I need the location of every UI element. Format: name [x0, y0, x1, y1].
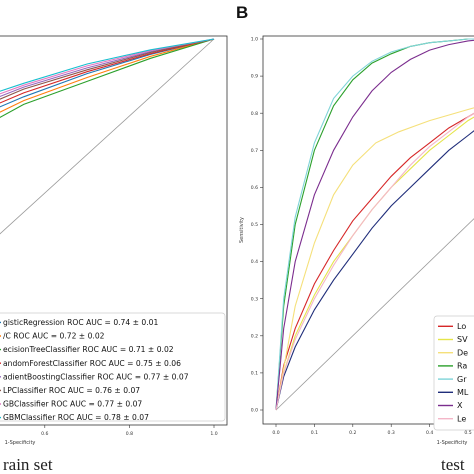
panel-a-series-line-1: [0, 38, 215, 113]
panel-a-x-tick-label: 0.8: [126, 431, 133, 437]
panel-b-y-tick-label: 0.9: [251, 74, 258, 80]
panel-b-y-ticks: 0.0 0.1 0.2 0.3 0.4 0.5 0.6 0.7 0.8 0.9 1.0: [251, 37, 263, 414]
panel-b-y-tick-label: 0.1: [251, 371, 258, 377]
panel-a-legend-label: GBClassifier ROC AUC = 0.77 ± 0.07: [3, 400, 142, 409]
panel-a-series-line-0: [0, 38, 215, 108]
panel-b-series-line-6: [275, 39, 474, 411]
panel-b-series-line-2: [275, 107, 474, 411]
panel-b-y-tick-label: 0.5: [251, 222, 258, 228]
panel-b-legend: Lo SV De Ra Gr ML X Le: [433, 315, 474, 431]
panel-b-y-axis-label: Sensitivity: [239, 217, 245, 243]
panel-a-series-line-7: [0, 38, 215, 92]
panel-a-x-tick-label: 0.6: [41, 431, 48, 437]
panel-a-series-line-2: [0, 38, 215, 118]
panel-b-x-tick-label: 0.4: [426, 430, 433, 436]
panel-b-reference-diagonal: [275, 218, 474, 411]
panel-b-legend-label: SV: [457, 335, 468, 344]
panel-b-plot-frame: [262, 35, 474, 425]
panel-b-legend-label: ML: [457, 388, 469, 397]
panel-b-y-tick-label: 1.0: [251, 37, 258, 43]
panel-a-legend-label: GBMClassifier ROC AUC = 0.78 ± 0.07: [3, 413, 149, 422]
panel-b: B 0.00.10.20.30.40.50.6 0.00.10.20.30.40…: [236, 3, 474, 474]
panel-a-series-line-3: [0, 38, 215, 104]
panel-a-legend-label: /C ROC AUC = 0.72 ± 0.02: [3, 332, 105, 341]
panel-b-x-tick-label: 0.0: [272, 430, 279, 436]
panel-a-legend-box: [0, 312, 226, 422]
panel-a-legend-label: andomForestClassifier ROC AUC = 0.75 ± 0…: [3, 359, 181, 368]
panel-a-caption: rain set: [3, 455, 53, 474]
panel-b-caption: test: [441, 455, 465, 474]
panel-a-reference-diagonal: [0, 38, 215, 235]
panel-a-legend-label: gisticRegression ROC AUC = 0.74 ± 0.01: [3, 318, 158, 327]
panel-b-series-line-5: [275, 130, 474, 411]
panel-b-x-tick-label: 0.5: [464, 430, 471, 436]
panel-b-y-tick-label: 0.7: [251, 148, 258, 154]
panel-b-x-tick-label: 0.1: [311, 430, 318, 436]
panel-a-plot-frame: [0, 35, 228, 426]
panel-b-series: [275, 38, 474, 411]
panel-a-series-line-5: [0, 38, 215, 100]
panel-a-legend: gisticRegression ROC AUC = 0.74 ± 0.01/C…: [0, 312, 226, 422]
panel-a-legend-label: LPClassifier ROC AUC = 0.76 ± 0.07: [3, 386, 140, 395]
panel-b-x-tick-label: 0.3: [388, 430, 395, 436]
panel-a: 0.6 0.8 1.0 1-Specificity gisticRegression…: [0, 35, 228, 474]
panel-b-letter: B: [236, 3, 248, 22]
panel-b-y-tick-label: 0.0: [251, 408, 258, 414]
panel-b-legend-label: De: [457, 348, 468, 357]
panel-b-x-tick-label: 0.2: [349, 430, 356, 436]
panel-a-series: [0, 38, 215, 235]
panel-a-x-tick-label: 1.0: [210, 431, 217, 437]
panel-b-y-tick-label: 0.3: [251, 296, 258, 302]
panel-b-legend-label: X: [457, 401, 463, 410]
panel-b-series-line-4: [275, 38, 474, 411]
panel-a-x-ticks: 0.6 0.8 1.0: [41, 425, 218, 437]
panel-b-y-tick-label: 0.4: [251, 259, 258, 265]
panel-a-x-axis-label: 1-Specificity: [5, 440, 36, 446]
panel-b-legend-label: Gr: [457, 375, 467, 384]
panel-b-series-line-3: [275, 38, 474, 411]
panel-b-legend-label: Le: [457, 414, 466, 423]
panel-b-series-line-7: [275, 112, 474, 411]
panel-b-legend-box: [433, 315, 474, 431]
panel-b-series-line-0: [275, 112, 474, 411]
panel-b-y-tick-label: 0.6: [251, 185, 258, 191]
panel-b-legend-label: Lo: [457, 322, 466, 331]
panel-b-x-ticks: 0.00.10.20.30.40.50.6: [272, 424, 472, 436]
panel-b-legend-label: Ra: [457, 362, 467, 371]
panel-b-y-tick-label: 0.2: [251, 333, 258, 339]
panel-a-legend-label: adientBoostingClassifier ROC AUC = 0.77 …: [3, 372, 189, 381]
panel-b-y-tick-label: 0.8: [251, 111, 258, 117]
panel-a-legend-label: ecisionTreeClassifier ROC AUC = 0.71 ± 0…: [3, 345, 174, 354]
panel-b-x-axis-label: 1-Specificity: [437, 440, 468, 446]
